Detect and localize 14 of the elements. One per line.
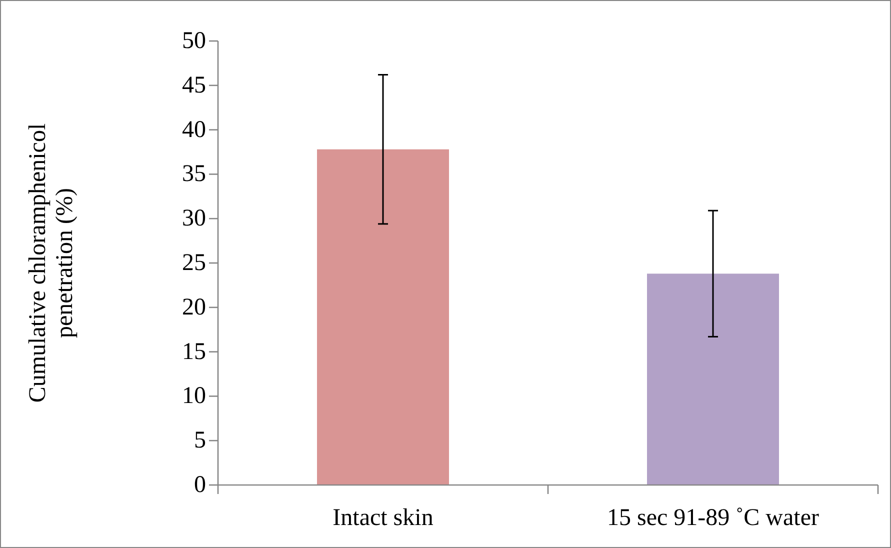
y-tick-label: 25 [182, 250, 206, 276]
y-tick-label: 10 [182, 383, 206, 410]
y-tick-label: 5 [194, 428, 206, 454]
x-tick-label: Intact skin [332, 505, 434, 531]
y-tick-label: 35 [182, 161, 206, 188]
y-tick-label: 0 [194, 472, 206, 498]
y-tick-label: 30 [182, 206, 206, 232]
y-tick-label: 15 [182, 338, 206, 365]
y-tick-label: 20 [182, 294, 206, 320]
y-axis-title: Cumulative chloramphenicol penetration (%) [25, 123, 78, 403]
x-tick-label: 15 sec 91-89 ˚C water [607, 505, 819, 531]
y-tick-label: 50 [182, 28, 206, 54]
y-tick-label: 40 [182, 116, 206, 143]
y-tick-label: 45 [182, 72, 206, 98]
